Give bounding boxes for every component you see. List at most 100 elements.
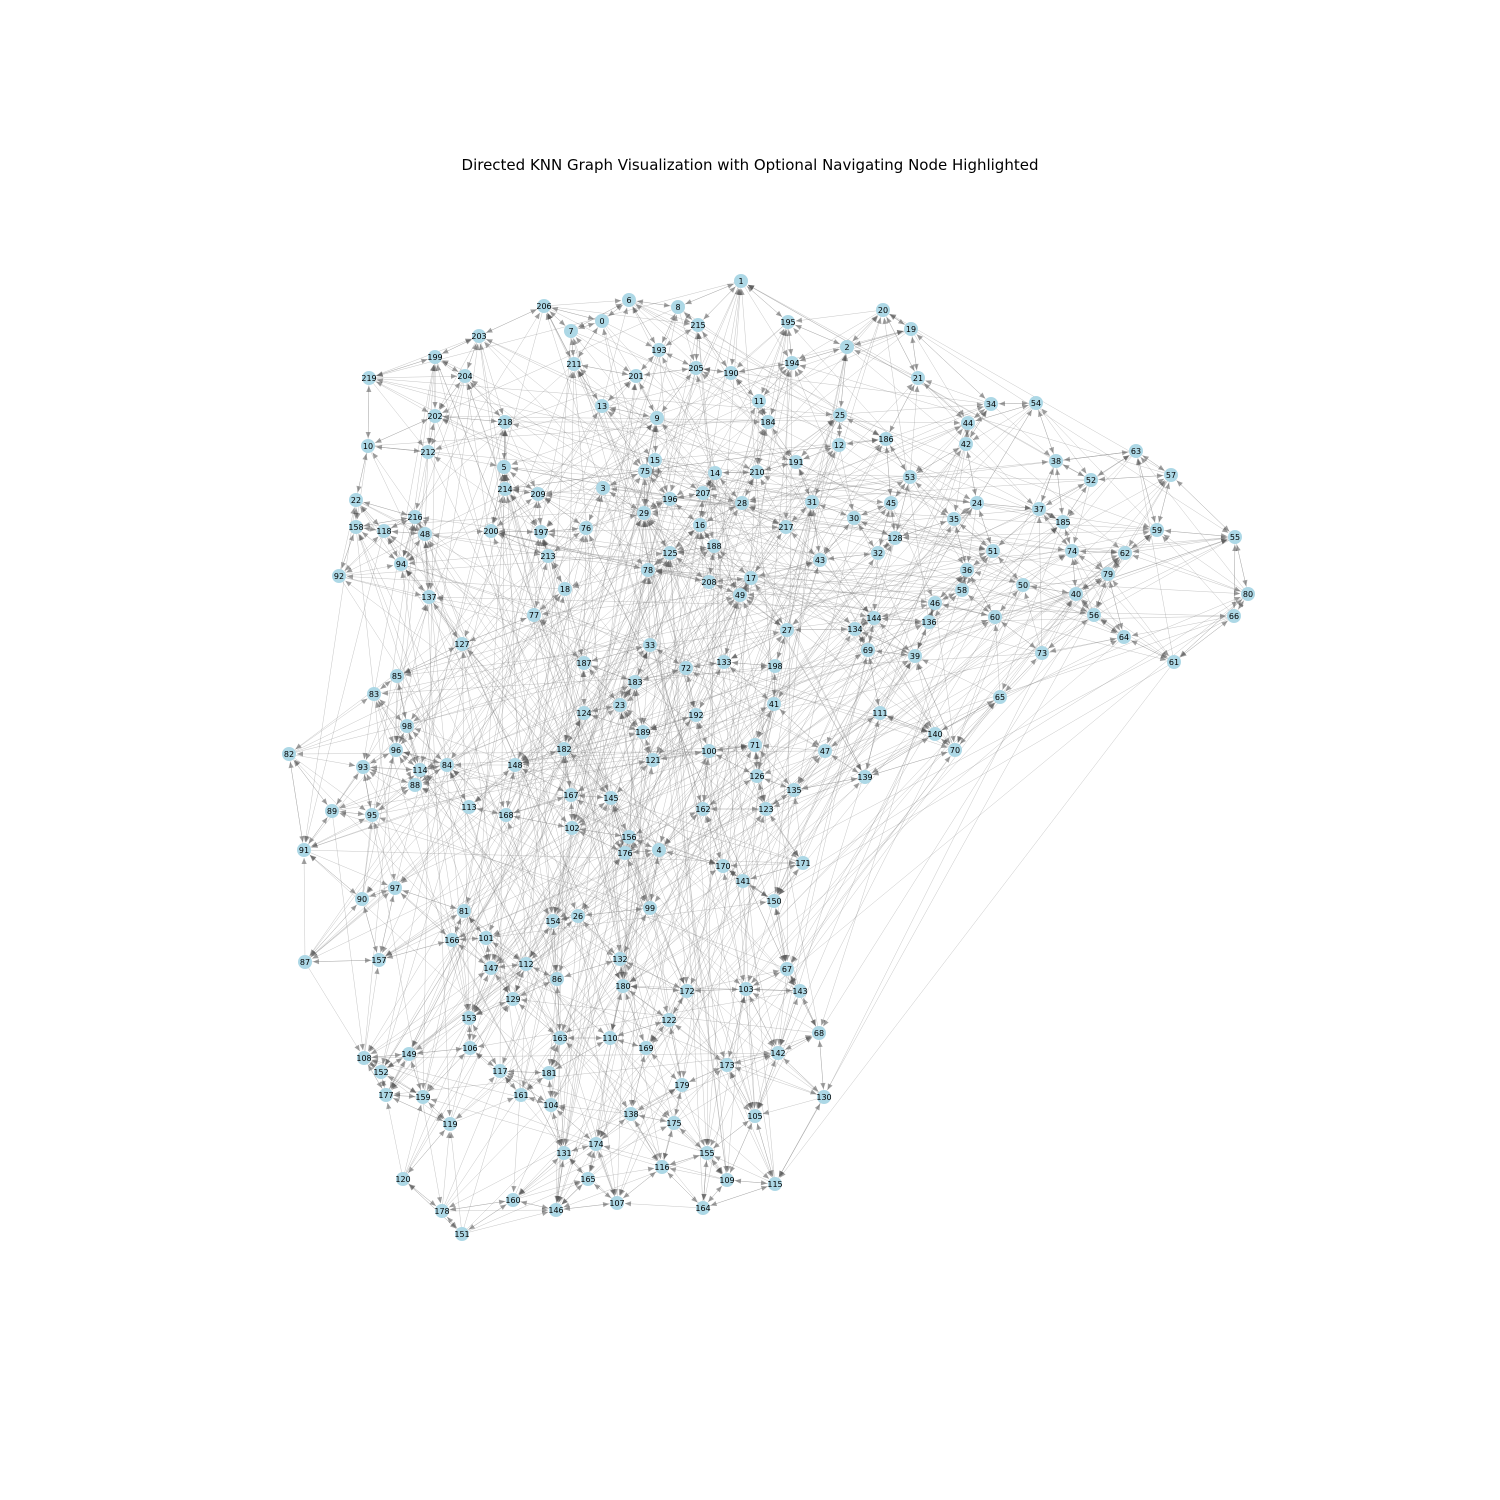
arrowhead-202-10 [375,437,382,443]
arrowhead-97-95 [373,822,379,830]
node-label-166: 166 [444,936,459,945]
arrowhead-175-116 [663,1152,669,1160]
edge-164-103 [702,996,745,1209]
edge-118-91 [305,530,385,843]
edge-130-173 [734,1067,825,1098]
arrowhead-98-84 [435,753,442,760]
arrowhead-172-169 [650,1035,657,1042]
edge-72-7 [573,338,687,669]
arrowhead-72-23 [626,695,634,702]
arrowhead-115-109 [734,1178,742,1184]
arrowhead-159-112 [515,970,522,977]
arrowhead-29-125 [660,539,666,547]
node-circle-81 [457,904,471,918]
edge-109-116 [669,1168,728,1181]
arrowhead-73-50 [1024,592,1030,600]
edge-182-148 [522,748,565,763]
arrowhead-128-45 [890,510,896,518]
arrowhead-42-24 [971,488,977,496]
edge-204-212 [431,375,466,445]
arrowhead-105-155 [713,1142,720,1149]
arrowhead-85-154 [543,907,549,915]
node-120: 120 [395,1172,411,1186]
edge-45-46 [890,502,933,596]
edge-148-64 [514,638,1117,766]
arrowhead-32-43 [827,555,835,561]
arrowhead-189-91 [311,842,319,848]
arrowhead-1-195 [775,310,782,317]
arrowhead-58-51 [982,557,989,564]
arrowhead-19-94 [408,555,415,561]
node-212: 212 [420,445,436,459]
edge-52-63 [1090,455,1130,481]
edge-148-29 [514,520,641,766]
node-88: 88 [408,778,422,792]
arrowhead-26-64 [1110,640,1117,646]
arrowhead-90-95 [367,822,373,830]
node-circle-72 [679,661,693,675]
arrowhead-49-154 [556,907,563,915]
arrowhead-22-47 [811,742,818,748]
node-label-74: 74 [1067,547,1077,556]
edge-37-51 [998,508,1040,546]
arrowhead-196-38 [1041,459,1049,465]
edge-111-39 [879,662,912,714]
edge-44-150 [776,422,969,894]
arrowhead-102-157 [385,949,393,956]
edge-57-20 [889,313,1172,476]
node-209: 209 [530,487,546,501]
edge-102-157 [385,827,573,956]
node-73: 73 [1035,646,1049,660]
node-148: 148 [507,758,523,772]
arrowhead-169-128 [886,545,892,552]
arrowhead-183-23 [624,691,630,699]
arrowhead-71-135 [782,777,789,784]
arrowhead-19-5 [511,460,519,465]
edge-183-72 [634,669,679,683]
node-67: 67 [780,962,794,976]
arrowhead-168-113 [476,807,484,813]
edge-42-142 [780,443,967,1046]
arrowhead-206-211 [565,350,571,357]
arrowhead-55-77 [541,610,549,617]
arrowhead-164-155 [703,1160,709,1168]
arrowhead-4-127 [467,649,474,656]
arrowhead-182-124 [574,719,581,727]
node-133: 133 [716,655,732,669]
arrowhead-38-185 [1058,507,1064,515]
edge-210-13 [609,408,758,473]
arrowhead-8-205 [689,353,695,361]
arrowhead-26-86 [558,964,564,972]
edge-124-106 [472,712,585,1041]
node-circle-63 [1129,444,1143,458]
edge-6-215 [628,299,691,323]
edge-136-78 [655,571,930,623]
arrowhead-158-92 [341,561,347,569]
edge-62-56 [1097,552,1126,608]
node-label-14: 14 [710,469,720,478]
arrowhead-76-196 [655,501,663,507]
arrowhead-198-27 [780,637,786,645]
edge-172-67 [686,970,780,992]
node-label-54: 54 [1031,399,1041,408]
node-79: 79 [1101,567,1115,581]
arrowhead-209-197 [537,517,543,525]
edge-162-206 [546,313,704,810]
arrowhead-69-135 [797,776,803,783]
node-label-99: 99 [645,904,655,913]
arrowhead-34-44 [974,412,981,418]
edge-20-195 [795,309,884,322]
arrowhead-200-78 [633,564,641,570]
arrowhead-183-189 [638,717,644,725]
node-41: 41 [767,697,781,711]
edge-120-177 [387,1102,404,1180]
arrowhead-174-104 [557,1110,564,1117]
arrowhead-51-36 [973,559,980,566]
arrowhead-182-62 [1110,555,1118,561]
node-label-204: 204 [457,372,472,381]
arrowhead-90-157 [372,945,378,953]
arrowhead-121-189 [645,739,651,747]
arrowhead-147-27 [775,636,782,643]
edge-34-205 [703,368,992,405]
arrowhead-33-183 [637,668,643,675]
